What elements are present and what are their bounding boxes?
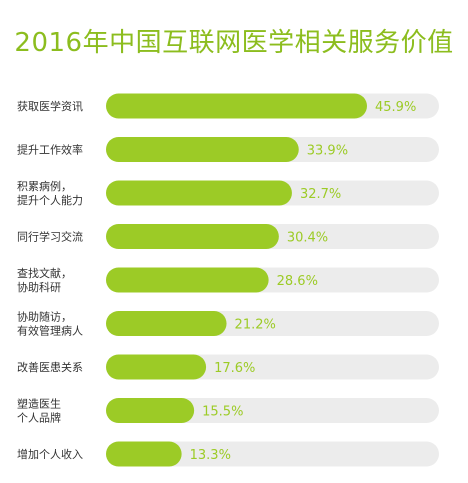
data-label: 17.6%	[214, 361, 255, 376]
bar	[106, 441, 182, 467]
category-label: 提升个人能力	[17, 193, 83, 207]
bar	[106, 311, 227, 336]
data-label: 33.9%	[307, 144, 348, 159]
category-label: 有效管理病人	[17, 324, 83, 338]
bar	[106, 93, 367, 119]
bar	[106, 267, 269, 293]
category-label: 查找文献，	[17, 266, 72, 280]
category-label: 个人品牌	[17, 411, 61, 425]
category-label: 协助科研	[17, 280, 61, 294]
category-label: 增加个人收入	[17, 447, 83, 461]
category-label: 获取医学资讯	[17, 99, 83, 113]
bar	[106, 137, 299, 162]
bar	[106, 224, 279, 249]
category-label: 积累病例，	[17, 179, 72, 193]
data-label: 28.6%	[277, 274, 318, 289]
category-label: 改善医患关系	[17, 360, 83, 374]
data-label: 45.9%	[375, 100, 416, 115]
bar	[106, 180, 292, 206]
data-label: 30.4%	[287, 231, 328, 246]
bar-track	[106, 441, 439, 467]
data-label: 13.3%	[190, 448, 231, 463]
bar	[106, 398, 195, 423]
category-label: 协助随访，	[17, 310, 72, 324]
chart-title: 2016年中国互联网医学相关服务价值	[14, 28, 454, 58]
category-label: 提升工作效率	[17, 143, 83, 157]
bar	[106, 354, 207, 380]
category-label: 同行学习交流	[17, 230, 83, 244]
data-label: 21.2%	[235, 318, 276, 333]
data-label: 32.7%	[300, 187, 341, 202]
category-label: 塑造医生	[17, 397, 61, 411]
data-label: 15.5%	[202, 405, 243, 420]
